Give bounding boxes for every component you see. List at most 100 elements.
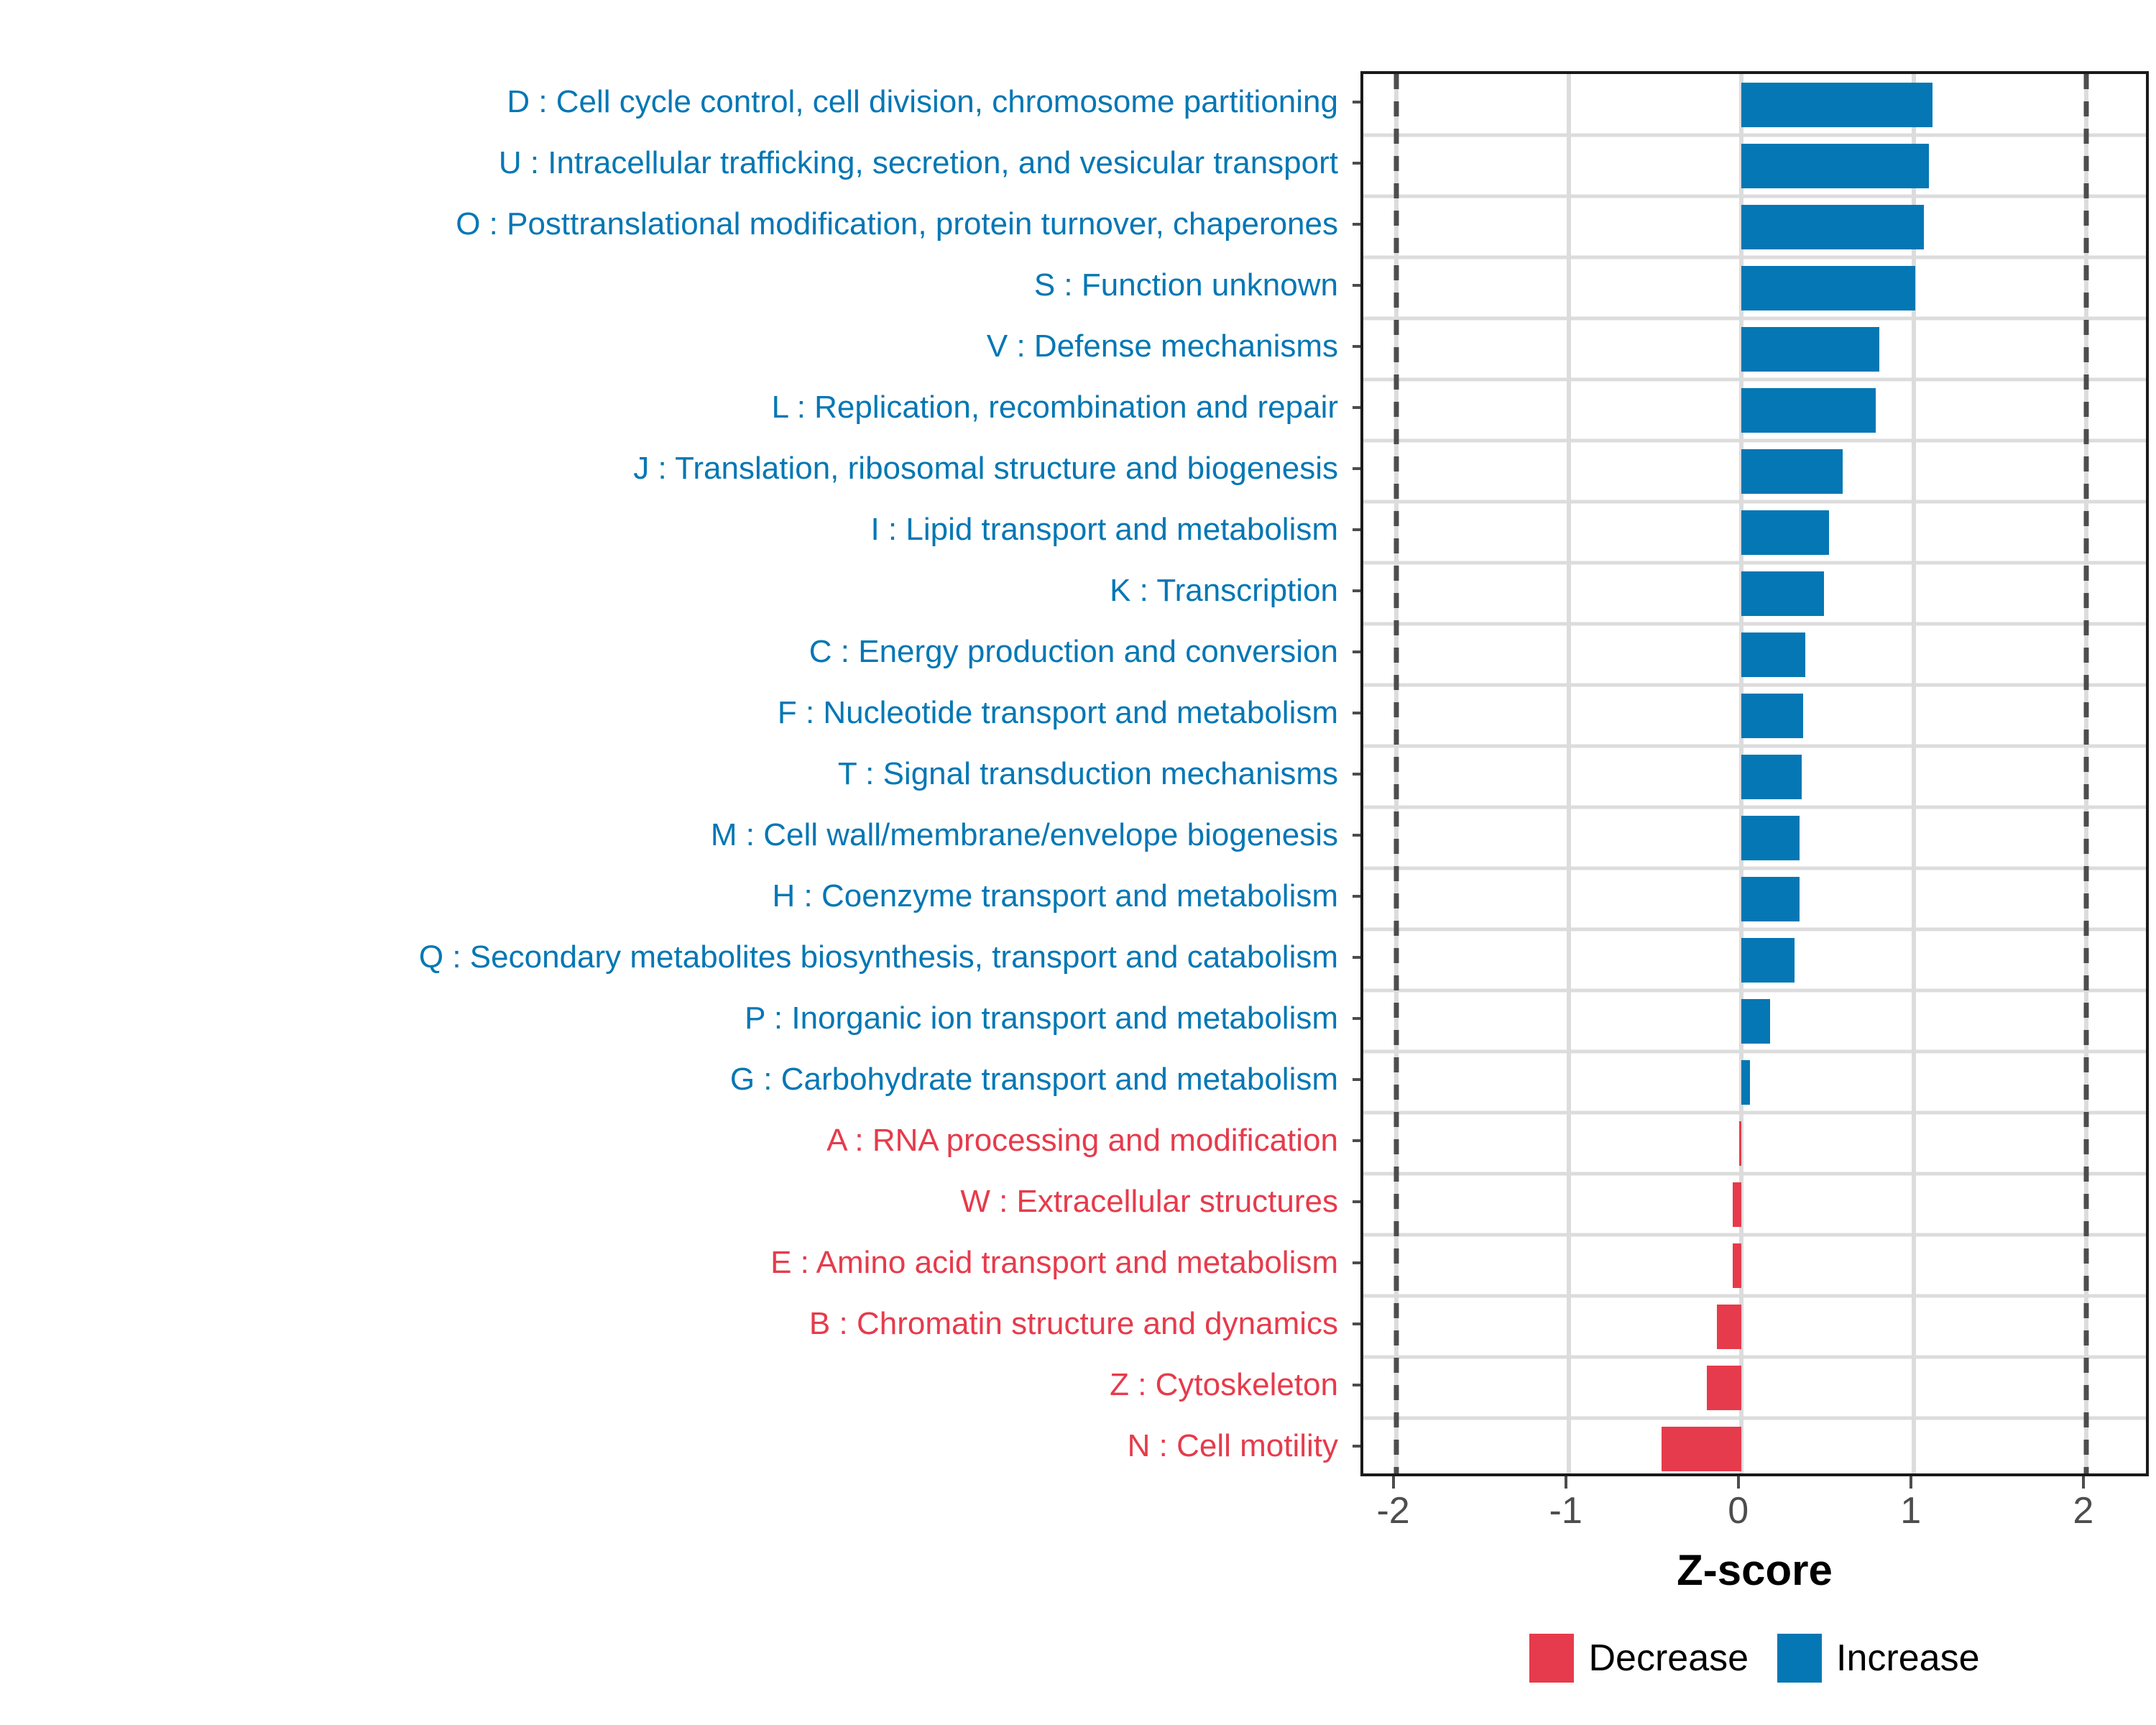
- y-axis-tick: [1353, 589, 1360, 592]
- y-axis-tick: [1353, 711, 1360, 714]
- horizontal-gridline: [1363, 316, 2146, 321]
- bar[interactable]: [1732, 1243, 1741, 1288]
- legend-item[interactable]: Increase: [1777, 1634, 1980, 1683]
- bar[interactable]: [1706, 1365, 1741, 1410]
- x-axis-tick: [1391, 1476, 1395, 1489]
- horizontal-gridline: [1363, 1294, 2146, 1298]
- bar[interactable]: [1741, 387, 1876, 433]
- bar[interactable]: [1662, 1426, 1741, 1471]
- horizontal-gridline: [1363, 377, 2146, 382]
- y-axis-tick: [1353, 955, 1360, 959]
- bar[interactable]: [1741, 510, 1830, 555]
- plot-panel: [1360, 71, 2149, 1476]
- horizontal-gridline: [1363, 805, 2146, 809]
- bar[interactable]: [1741, 326, 1879, 372]
- x-axis-tick: [1736, 1476, 1740, 1489]
- category-label: H : Coenzyme transport and metabolism: [772, 878, 1338, 914]
- horizontal-gridline: [1363, 255, 2146, 259]
- horizontal-gridline: [1363, 1049, 2146, 1054]
- legend-item[interactable]: Decrease: [1529, 1634, 1749, 1683]
- y-axis-tick: [1353, 466, 1360, 470]
- category-label: V : Defense mechanisms: [986, 328, 1338, 364]
- y-axis-tick: [1353, 772, 1360, 776]
- bar[interactable]: [1741, 1059, 1750, 1105]
- bar[interactable]: [1741, 448, 1843, 494]
- x-axis-title: Z-score: [1677, 1546, 1833, 1594]
- y-axis-tick: [1353, 1322, 1360, 1325]
- y-axis-tick: [1353, 1077, 1360, 1081]
- bar[interactable]: [1717, 1304, 1741, 1349]
- horizontal-gridline: [1363, 1233, 2146, 1237]
- legend-swatch-icon: [1777, 1634, 1823, 1683]
- vertical-gridline: [1911, 74, 1916, 1473]
- category-label: P : Inorganic ion transport and metaboli…: [745, 1000, 1338, 1036]
- chart-legend: Decrease Increase: [1360, 1626, 2149, 1690]
- horizontal-gridline: [1363, 1110, 2146, 1115]
- x-axis-tick: [2081, 1476, 2085, 1489]
- y-axis-tick: [1353, 1200, 1360, 1203]
- bar[interactable]: [1741, 937, 1795, 983]
- category-label: A : RNA processing and modification: [826, 1122, 1338, 1158]
- horizontal-gridline: [1363, 988, 2146, 993]
- y-axis-tick: [1353, 1016, 1360, 1020]
- bar[interactable]: [1741, 571, 1824, 616]
- horizontal-gridline: [1363, 561, 2146, 565]
- legend-swatch-icon: [1529, 1634, 1575, 1683]
- legend-label: Decrease: [1588, 1637, 1749, 1679]
- y-axis-tick: [1353, 283, 1360, 287]
- x-axis: -2 -1 0 1 2: [1360, 1476, 2149, 1563]
- x-axis-tick: [1909, 1476, 1912, 1489]
- category-label: T : Signal transduction mechanisms: [837, 755, 1338, 791]
- bar[interactable]: [1739, 1121, 1742, 1166]
- horizontal-gridline: [1363, 683, 2146, 687]
- category-label: C : Energy production and conversion: [808, 633, 1338, 669]
- horizontal-gridline: [1363, 927, 2146, 932]
- x-axis-tick: [1564, 1476, 1567, 1489]
- reference-line: [1393, 74, 1399, 1473]
- category-label: K : Transcription: [1110, 572, 1338, 608]
- plot-area: [1363, 74, 2146, 1473]
- category-label: G : Carbohydrate transport and metabolis…: [729, 1061, 1338, 1097]
- y-axis-tick: [1353, 405, 1360, 409]
- bar[interactable]: [1741, 204, 1925, 249]
- category-label: D : Cell cycle control, cell division, c…: [507, 83, 1338, 119]
- category-label: U : Intracellular trafficking, secretion…: [498, 144, 1338, 180]
- horizontal-gridline: [1363, 1416, 2146, 1420]
- horizontal-gridline: [1363, 1355, 2146, 1359]
- legend-label: Increase: [1836, 1637, 1980, 1679]
- category-label: N : Cell motility: [1127, 1427, 1338, 1463]
- horizontal-gridline: [1363, 500, 2146, 504]
- horizontal-gridline: [1363, 133, 2146, 137]
- y-axis-tick: [1353, 100, 1360, 104]
- category-label-column: D : Cell cycle control, cell division, c…: [0, 71, 1351, 1476]
- category-label: W : Extracellular structures: [960, 1183, 1338, 1219]
- bar[interactable]: [1741, 815, 1800, 860]
- horizontal-gridline: [1363, 438, 2146, 443]
- category-label: O : Posttranslational modification, prot…: [456, 206, 1338, 242]
- category-label: E : Amino acid transport and metabolism: [770, 1244, 1338, 1280]
- y-axis-tick: [1353, 344, 1360, 348]
- category-label: I : Lipid transport and metabolism: [870, 511, 1338, 547]
- horizontal-gridline: [1363, 1172, 2146, 1176]
- bar[interactable]: [1741, 632, 1805, 677]
- category-label: Q : Secondary metabolites biosynthesis, …: [418, 939, 1338, 975]
- bar[interactable]: [1741, 754, 1802, 799]
- horizontal-gridline: [1363, 744, 2146, 748]
- bar[interactable]: [1732, 1182, 1741, 1227]
- vertical-gridline: [1566, 74, 1571, 1473]
- bar[interactable]: [1741, 876, 1800, 921]
- x-axis-tick-label: -2: [1376, 1490, 1410, 1532]
- y-axis-tick: [1353, 833, 1360, 837]
- y-axis-tick: [1353, 1383, 1360, 1386]
- category-label: M : Cell wall/membrane/envelope biogenes…: [710, 816, 1338, 852]
- x-axis-tick-label: 1: [1900, 1490, 1922, 1532]
- bar[interactable]: [1741, 998, 1771, 1044]
- bar[interactable]: [1741, 693, 1804, 738]
- bar[interactable]: [1741, 82, 1933, 127]
- bar[interactable]: [1741, 143, 1930, 188]
- x-axis-tick-label: -1: [1549, 1490, 1583, 1532]
- bar[interactable]: [1741, 265, 1916, 310]
- y-axis-tick: [1353, 528, 1360, 531]
- y-axis-tick: [1353, 894, 1360, 898]
